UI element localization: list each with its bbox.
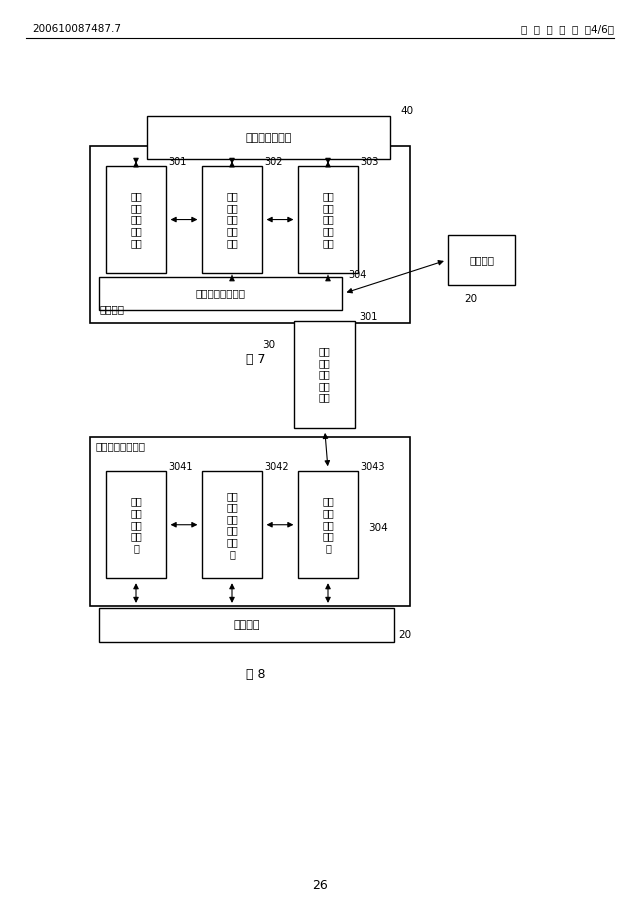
Bar (106, 471, 166, 578)
Text: 302: 302 (264, 158, 283, 167)
Text: 地图
数据
装载
子模
块: 地图 数据 装载 子模 块 (322, 496, 334, 553)
Text: 地图
引擎
功能
计算
模块: 地图 引擎 功能 计算 模块 (130, 191, 142, 248)
Text: 图 8: 图 8 (246, 668, 266, 681)
Text: 26: 26 (312, 879, 328, 892)
Text: 200610087487.7: 200610087487.7 (32, 25, 121, 34)
Text: 301: 301 (360, 312, 378, 322)
Bar (202, 166, 262, 273)
Text: 地图
引擎
交互
显示
模块: 地图 引擎 交互 显示 模块 (322, 191, 334, 248)
Text: 40: 40 (400, 107, 413, 116)
Bar (448, 235, 515, 285)
Bar (99, 277, 342, 310)
Bar (298, 166, 358, 273)
Text: 地图
基础
对象
计算
子模
块: 地图 基础 对象 计算 子模 块 (226, 491, 238, 558)
Bar (90, 146, 410, 323)
Text: 图 7: 图 7 (246, 353, 266, 366)
Text: 301: 301 (168, 158, 187, 167)
Text: 地图
引擎
功能
控制
模块: 地图 引擎 功能 控制 模块 (226, 191, 238, 248)
Text: 20: 20 (464, 294, 477, 304)
Bar (106, 166, 166, 273)
Text: 20: 20 (398, 630, 412, 640)
Text: 接口模块: 接口模块 (469, 255, 494, 265)
Text: 说  明  书  附  图  第4/6页: 说 明 书 附 图 第4/6页 (522, 25, 614, 34)
Bar (90, 437, 410, 606)
Text: 地图引擎核心模块: 地图引擎核心模块 (96, 442, 146, 451)
Bar (99, 608, 394, 642)
Bar (202, 471, 262, 578)
Text: 接口模块: 接口模块 (233, 620, 260, 630)
Text: 地图引擎: 地图引擎 (99, 304, 124, 314)
Text: 3043: 3043 (360, 463, 385, 472)
Text: 地图
引擎
功能
计算
模块: 地图 引擎 功能 计算 模块 (319, 346, 331, 403)
Text: 303: 303 (360, 158, 379, 167)
Text: 本地地图数据库: 本地地图数据库 (246, 133, 292, 142)
Bar (298, 471, 358, 578)
Bar (294, 321, 355, 428)
Text: 地图
数据
调用
子模
块: 地图 数据 调用 子模 块 (130, 496, 142, 553)
Text: 3041: 3041 (168, 463, 193, 472)
Text: 30: 30 (262, 340, 275, 350)
Text: 3042: 3042 (264, 463, 289, 472)
Text: 304: 304 (368, 524, 388, 533)
Bar (147, 116, 390, 159)
Text: 地图引擎核心模块: 地图引擎核心模块 (196, 289, 246, 298)
Text: 304: 304 (349, 271, 367, 280)
